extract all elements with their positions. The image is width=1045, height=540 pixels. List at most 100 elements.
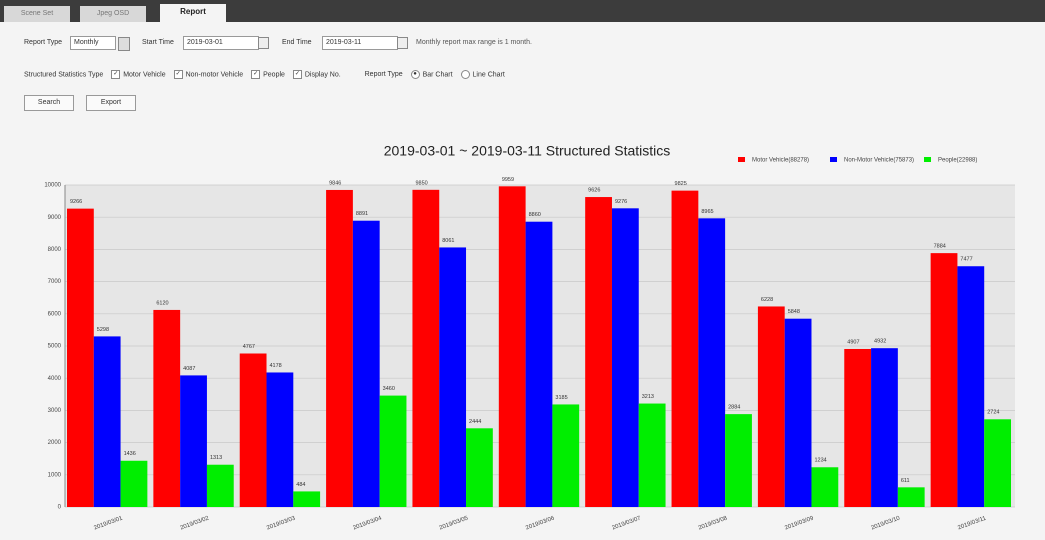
value-label: 9266 [70, 199, 82, 205]
y-tick-label: 2000 [48, 440, 62, 446]
value-label: 9276 [615, 199, 627, 205]
date-input[interactable]: 2019-03-11 [322, 36, 398, 50]
bar [266, 372, 294, 507]
bar [784, 318, 812, 507]
value-label: 8061 [442, 238, 454, 244]
bar [180, 375, 207, 507]
value-label: 4087 [183, 366, 195, 372]
value-label: 8891 [356, 211, 368, 217]
x-tick-label: 2019/03/03 [266, 515, 297, 531]
value-label: 484 [296, 482, 305, 488]
y-tick-label: 10000 [44, 183, 61, 189]
calendar-icon[interactable] [258, 37, 269, 49]
bar [439, 247, 467, 508]
checkbox[interactable]: ✓ [251, 70, 261, 79]
value-label: 2884 [728, 405, 740, 411]
value-label: 5298 [97, 327, 109, 333]
value-label: 4932 [874, 339, 886, 345]
bar [293, 491, 321, 507]
select[interactable]: Monthly [70, 36, 116, 50]
x-tick-label: 2019/03/08 [698, 515, 729, 531]
legend-label: Non-Motor Vehicle(75873) [844, 158, 914, 164]
value-label: 1313 [210, 455, 222, 461]
bar [638, 403, 666, 507]
bar [120, 460, 148, 507]
option: Line Chart [472, 71, 505, 79]
bar [671, 190, 699, 507]
bar [412, 189, 440, 507]
bar [611, 208, 639, 507]
search-button[interactable]: Search [24, 95, 74, 111]
value-label: 7884 [934, 244, 946, 250]
calendar-icon[interactable] [397, 37, 408, 49]
value-label: 9846 [329, 180, 341, 186]
bar [585, 197, 612, 508]
value-label: 8965 [701, 209, 713, 215]
value-label: 2724 [987, 410, 999, 416]
option: Motor Vehicle [123, 71, 166, 79]
value-label: 3185 [555, 395, 567, 401]
value-label: 1436 [124, 451, 136, 457]
y-tick-label: 9000 [48, 215, 62, 221]
bar [352, 220, 380, 508]
export-button[interactable]: Export [86, 95, 136, 111]
value-label: 4907 [847, 339, 859, 345]
x-tick-label: 2019/03/11 [957, 515, 987, 531]
value-label: 6120 [156, 300, 168, 306]
bar [206, 464, 234, 507]
bar [525, 221, 553, 507]
legend-swatch [738, 157, 745, 162]
bar [725, 414, 752, 507]
dropdown-arrow[interactable] [118, 37, 130, 51]
checkbox[interactable]: ✓ [173, 70, 183, 79]
x-tick-label: 2019/03/07 [611, 515, 642, 531]
x-tick-label: 2019/03/05 [439, 515, 470, 531]
x-tick-label: 2019/03/04 [352, 515, 383, 531]
value-label: 3460 [383, 386, 395, 392]
bar [239, 353, 267, 507]
bar [379, 395, 407, 507]
bar [466, 428, 493, 507]
option: Non-motor Vehicle [185, 71, 244, 79]
checkbox[interactable]: ✓ [292, 70, 302, 79]
radio[interactable]: ● [410, 70, 420, 79]
checkbox[interactable]: ✓ [111, 70, 121, 79]
bar [757, 306, 785, 507]
value-label: 9959 [502, 177, 514, 183]
bar [984, 419, 1011, 507]
note: Monthly report max range is 1 month. [416, 39, 532, 46]
option: Display No. [304, 71, 341, 79]
x-tick-label: 2019/03/01 [93, 515, 124, 531]
x-tick-label: 2019/03/02 [180, 515, 211, 531]
y-tick-label: 0 [58, 505, 62, 511]
date-input[interactable]: 2019-03-01 [183, 36, 259, 50]
label: Structured Statistics Type [24, 71, 104, 79]
label: Report Type [364, 71, 403, 79]
stat-type-row: Structured Statistics Type ✓ Motor Vehicl… [24, 70, 505, 79]
value-label: 2444 [469, 419, 481, 425]
bar [153, 309, 181, 507]
radio[interactable] [460, 70, 470, 79]
value-label: 4178 [270, 363, 282, 369]
tab[interactable]: Report [160, 4, 226, 22]
tab-bar [0, 0, 1045, 22]
bar [897, 487, 925, 507]
y-tick-label: 4000 [48, 376, 62, 382]
value-label: 9626 [588, 187, 600, 193]
bar [67, 208, 94, 507]
legend-swatch [924, 157, 931, 162]
value-label: 7477 [960, 257, 972, 263]
value-label: 8860 [529, 212, 541, 218]
tab[interactable]: Scene Set [4, 6, 70, 22]
y-tick-label: 1000 [48, 472, 62, 478]
y-tick-label: 5000 [48, 344, 62, 350]
tab[interactable]: Jpeg OSD [80, 6, 146, 22]
bar [93, 336, 121, 507]
x-tick-label: 2019/03/09 [784, 515, 815, 531]
bar [957, 266, 985, 507]
chart-title: 2019-03-01 ~ 2019-03-11 Structured Stati… [384, 143, 671, 159]
value-label: 3213 [642, 394, 654, 400]
bar [552, 404, 580, 507]
label: Start Time [142, 39, 174, 46]
